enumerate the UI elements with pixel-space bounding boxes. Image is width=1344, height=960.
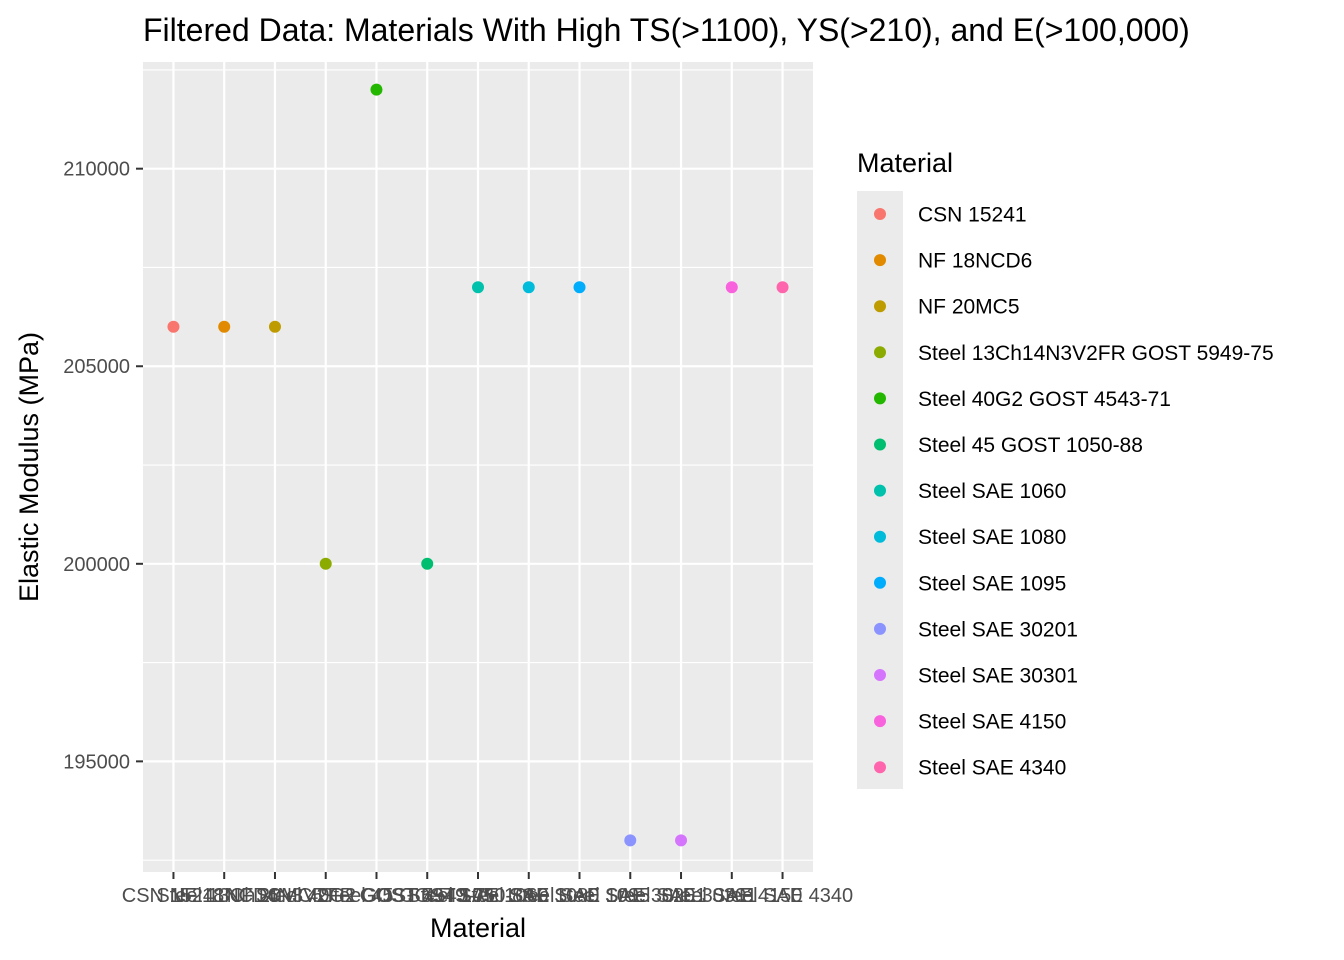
- y-axis: 195000 200000 205000 210000: [63, 159, 143, 773]
- data-point: [776, 281, 789, 294]
- data-point: [218, 320, 231, 333]
- legend-key: [874, 254, 886, 267]
- legend-key: [874, 438, 886, 451]
- legend-key: [874, 622, 886, 635]
- legend-label: Steel 40G2 GOST 4543-71: [918, 388, 1171, 411]
- legend-key: [874, 346, 886, 359]
- x-tick-label: Steel SAE 1080: [458, 885, 599, 907]
- x-tick-label: NF 18NCD6: [170, 885, 279, 907]
- x-tick-label: Steel SAE 30201: [554, 885, 706, 907]
- legend-key: [874, 484, 886, 497]
- x-tick-label: Steel SAE 1060: [407, 885, 548, 907]
- data-point: [319, 557, 332, 570]
- legend-label: Steel SAE 30301: [918, 665, 1078, 688]
- y-tick-label: 210000: [63, 159, 130, 181]
- data-point: [675, 834, 688, 847]
- legend-label: Steel SAE 4150: [918, 711, 1066, 734]
- data-point: [725, 281, 738, 294]
- x-tick-label: Steel SAE 1095: [509, 885, 650, 907]
- legend-label: Steel SAE 1080: [918, 526, 1066, 549]
- legend-label: CSN 15241: [918, 204, 1027, 227]
- legend-key: [874, 761, 886, 774]
- legend-label: NF 20MC5: [918, 296, 1020, 319]
- legend-key: [874, 392, 886, 405]
- legend-label: Steel SAE 1060: [918, 480, 1066, 503]
- legend-key: [874, 576, 886, 589]
- legend-label: Steel SAE 4340: [918, 757, 1066, 780]
- y-tick-label: 200000: [63, 554, 130, 576]
- y-tick-label: 205000: [63, 356, 130, 378]
- legend-label: Steel SAE 1095: [918, 572, 1066, 595]
- legend-label: Steel 45 GOST 1050-88: [918, 434, 1143, 457]
- data-point: [167, 320, 180, 333]
- data-points: [167, 83, 789, 847]
- legend-key: [874, 208, 886, 220]
- legend-key: [874, 300, 886, 313]
- legend-key: [874, 530, 886, 543]
- data-point: [573, 281, 586, 294]
- x-tick-label: Steel 13Ch14N3V2FR GOST 5949-75: [156, 885, 495, 907]
- data-point: [624, 834, 637, 847]
- legend-key: [874, 715, 886, 728]
- data-point: [522, 281, 535, 294]
- data-point: [421, 557, 434, 570]
- x-tick-label: Steel SAE 30301: [605, 885, 757, 907]
- legend: Material CSN 15241 NF 18NCD6 NF 20MC5 Steel…: [857, 148, 1274, 789]
- x-tick-label: Steel 40G2 GOST 4543-71: [256, 885, 497, 907]
- x-tick-label: NF 20MC5: [227, 885, 324, 907]
- legend-key: [874, 669, 886, 681]
- legend-label: NF 18NCD6: [918, 250, 1032, 273]
- grid-lines: [143, 62, 813, 872]
- x-axis-title: Material: [430, 913, 526, 943]
- x-tick-label: CSN 15241: [122, 885, 225, 907]
- x-tick-label: Steel SAE 4340: [712, 885, 853, 907]
- y-axis-title: Elastic Modulus (MPa): [14, 332, 44, 602]
- x-tick-label: Steel SAE 4150: [661, 885, 802, 907]
- legend-label: Steel SAE 30201: [918, 618, 1078, 641]
- chart-title: Filtered Data: Materials With High TS(>1…: [143, 12, 1190, 48]
- y-tick-label: 195000: [63, 751, 130, 773]
- legend-title: Material: [857, 148, 953, 178]
- legend-label: Steel 13Ch14N3V2FR GOST 5949-75: [918, 342, 1274, 365]
- data-point: [472, 281, 484, 294]
- data-point: [268, 320, 281, 333]
- x-tick-label: Steel 45 GOST 1050-88: [320, 885, 534, 907]
- data-point: [370, 83, 383, 96]
